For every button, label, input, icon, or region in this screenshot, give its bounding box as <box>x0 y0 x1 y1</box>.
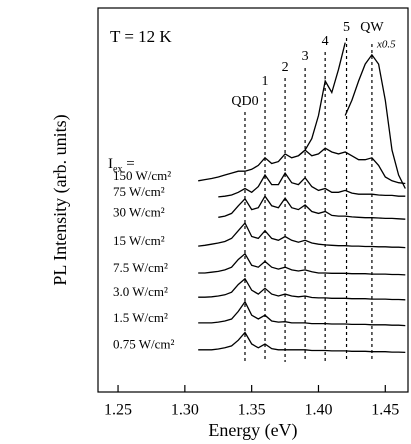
temperature-label: T = 12 K <box>110 27 172 46</box>
series-label: 3.0 W/cm² <box>113 284 168 299</box>
peak-label: 1 <box>262 74 269 89</box>
spectrum-line <box>198 252 406 276</box>
peak-label: 4 <box>322 34 329 49</box>
series-label: 1.5 W/cm² <box>113 310 168 325</box>
y-axis-label: PL Intensity (arb. units) <box>50 114 71 285</box>
series-label: 7.5 W/cm² <box>113 260 168 275</box>
peak-label: 2 <box>282 60 289 75</box>
spectrum-line <box>198 300 406 327</box>
x-tick-label: 1.40 <box>304 402 332 419</box>
x-tick-label: 1.30 <box>171 402 199 419</box>
x-tick-label: 1.45 <box>371 402 399 419</box>
spectrum-line <box>198 277 406 301</box>
peak-label: 5 <box>343 20 350 35</box>
spectrum-line <box>218 194 406 220</box>
spectrum-line <box>198 331 406 354</box>
x-axis-label: Energy (eV) <box>208 420 297 441</box>
peak-label: QD0 <box>231 94 258 109</box>
series-label: 0.75 W/cm² <box>113 337 175 352</box>
series-label: 75 W/cm² <box>113 184 165 199</box>
spectrum-line <box>344 53 406 189</box>
iex-label: Iex = <box>108 156 135 175</box>
iex-suffix: = <box>122 156 134 172</box>
spectrum-line <box>297 42 346 157</box>
series-label: 150 W/cm² <box>113 168 171 183</box>
x-tick-label: 1.25 <box>104 402 132 419</box>
x-tick-label: 1.35 <box>238 402 266 419</box>
series-label: 15 W/cm² <box>113 233 165 248</box>
plot-frame <box>97 7 409 393</box>
series-label: 30 W/cm² <box>113 204 165 219</box>
iex-symbol: I <box>108 156 113 172</box>
scale-note: x0.5 <box>376 39 396 51</box>
spectrum-line <box>218 171 406 198</box>
peak-label: 3 <box>302 49 309 64</box>
peak-label: QW <box>360 20 384 35</box>
iex-subscript: ex <box>113 164 122 175</box>
spectrum-line <box>198 221 406 249</box>
